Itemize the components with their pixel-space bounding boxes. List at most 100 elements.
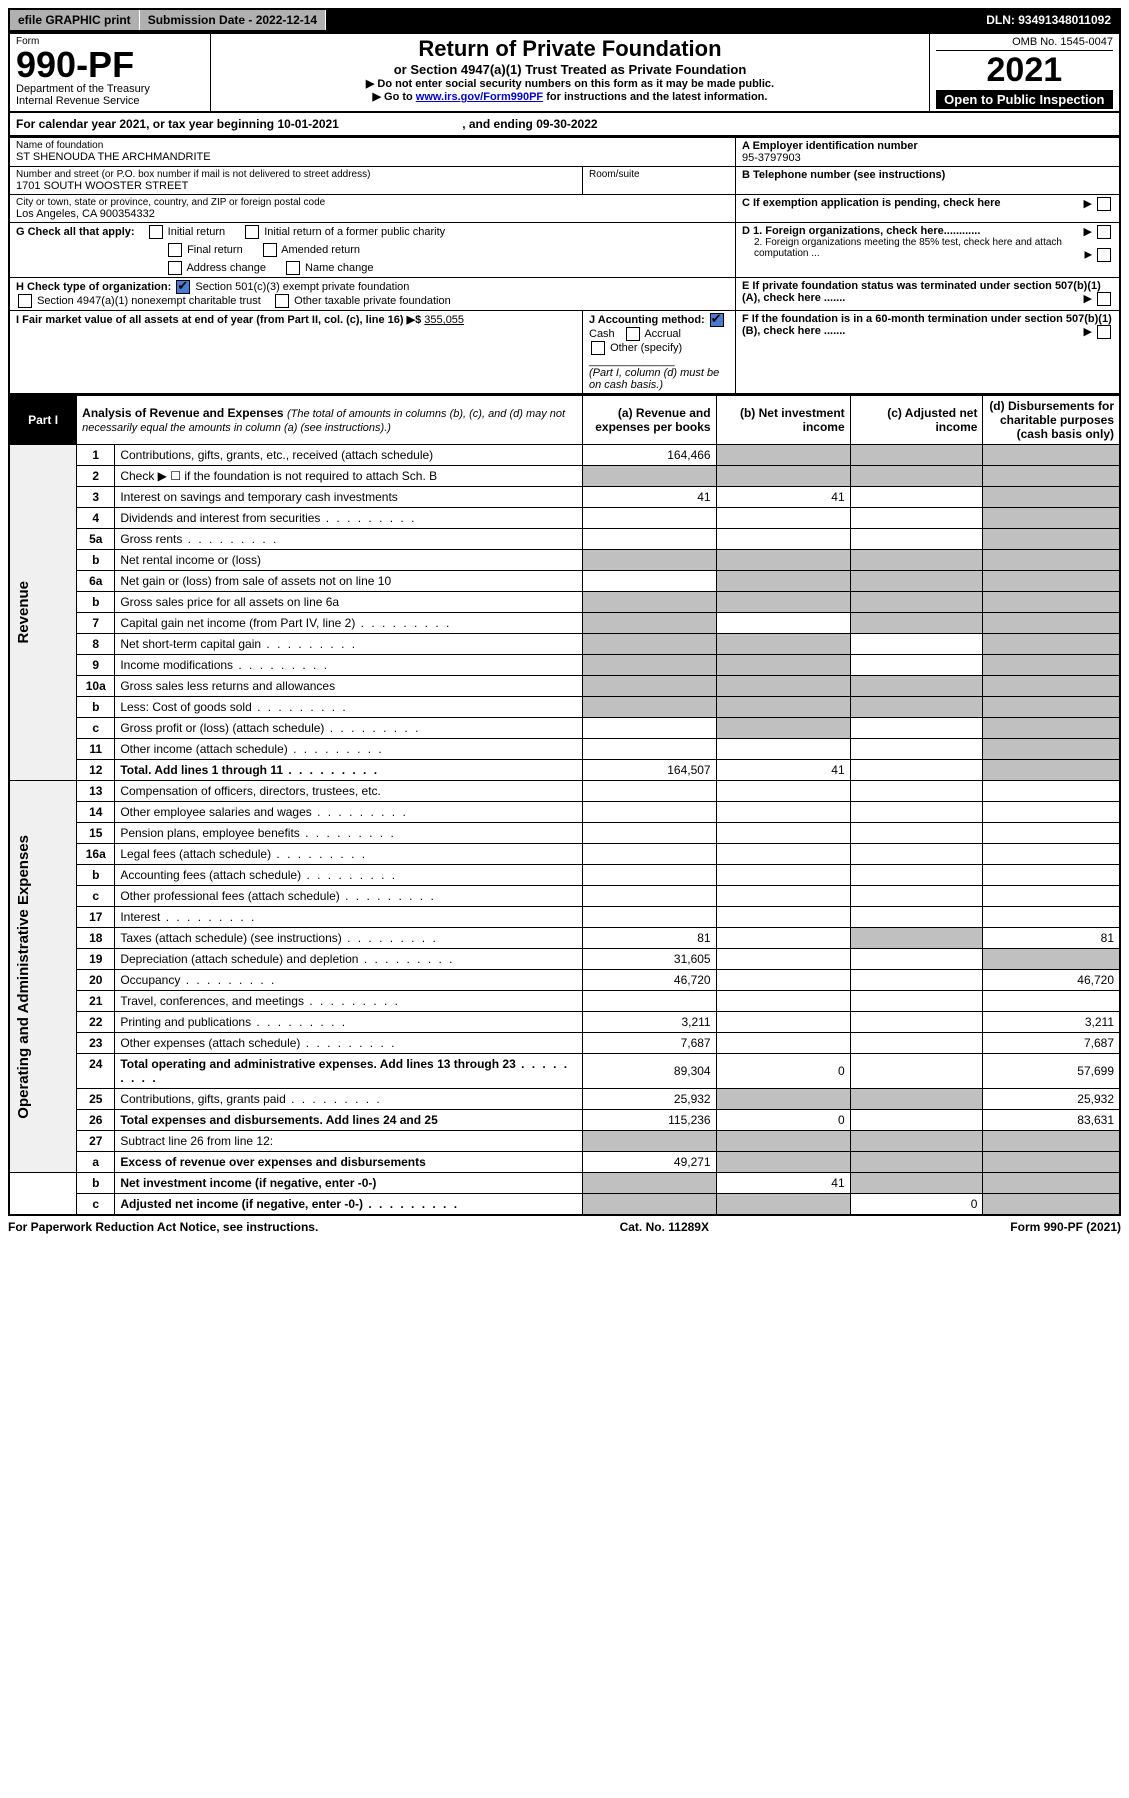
form-number: 990-PF — [16, 47, 204, 83]
g-initial-return-checkbox[interactable] — [149, 225, 163, 239]
table-row: 3 Interest on savings and temporary cash… — [9, 487, 1120, 508]
j-cash-checkbox[interactable] — [710, 313, 724, 327]
cell-d: 57,699 — [983, 1054, 1120, 1089]
city-value: Los Angeles, CA 900354332 — [16, 208, 729, 220]
d1-checkbox[interactable] — [1097, 225, 1111, 239]
e-checkbox[interactable] — [1097, 292, 1111, 306]
j-cash-label: Cash — [589, 328, 615, 340]
line-desc: Total. Add lines 1 through 11 — [115, 760, 583, 781]
line-num: 21 — [77, 991, 115, 1012]
line-desc: Occupancy — [115, 970, 583, 991]
g-amended-checkbox[interactable] — [263, 243, 277, 257]
j-accrual-checkbox[interactable] — [626, 327, 640, 341]
line-num: 3 — [77, 487, 115, 508]
g-address-change-checkbox[interactable] — [168, 261, 182, 275]
c-checkbox[interactable] — [1097, 197, 1111, 211]
cell-a: 89,304 — [583, 1054, 716, 1089]
d2-checkbox[interactable] — [1097, 248, 1111, 262]
note-ssn: Do not enter social security numbers on … — [217, 77, 922, 90]
ein-value: 95-3797903 — [742, 152, 1113, 164]
line-num: 20 — [77, 970, 115, 991]
line-desc: Taxes (attach schedule) (see instruction… — [115, 928, 583, 949]
f-label: F If the foundation is in a 60-month ter… — [742, 313, 1112, 337]
j-note: (Part I, column (d) must be on cash basi… — [589, 367, 719, 391]
top-bar: efile GRAPHIC print Submission Date - 20… — [8, 8, 1121, 32]
part1-title: Analysis of Revenue and Expenses — [82, 406, 283, 420]
cell-a: 3,211 — [583, 1012, 716, 1033]
table-row: aExcess of revenue over expenses and dis… — [9, 1152, 1120, 1173]
g-amended-label: Amended return — [281, 244, 360, 256]
cell-d: 81 — [983, 928, 1120, 949]
g-initial-former-checkbox[interactable] — [245, 225, 259, 239]
f-checkbox[interactable] — [1097, 325, 1111, 339]
table-row: b Gross sales price for all assets on li… — [9, 592, 1120, 613]
footer-mid: Cat. No. 11289X — [620, 1220, 709, 1234]
col-c-header: (c) Adjusted net income — [850, 396, 983, 445]
line-desc: Gross sales less returns and allowances — [115, 676, 583, 697]
line-num: 12 — [77, 760, 115, 781]
table-row: 11 Other income (attach schedule) — [9, 739, 1120, 760]
line-num: 19 — [77, 949, 115, 970]
cal-label-b: , and ending — [462, 117, 536, 131]
open-to-public: Open to Public Inspection — [936, 90, 1113, 109]
h-other-checkbox[interactable] — [275, 294, 289, 308]
line-desc: Other expenses (attach schedule) — [115, 1033, 583, 1054]
line-desc: Income modifications — [115, 655, 583, 676]
line-desc: Contributions, gifts, grants, etc., rece… — [115, 445, 583, 466]
form-title: Return of Private Foundation — [217, 36, 922, 62]
table-row: 2 Check ▶ ☐ if the foundation is not req… — [9, 466, 1120, 487]
table-row: b Net rental income or (loss) — [9, 550, 1120, 571]
part1-label: Part I — [9, 396, 77, 445]
part1-table: Part I Analysis of Revenue and Expenses … — [8, 395, 1121, 1216]
line-num: 25 — [77, 1089, 115, 1110]
omb-number: OMB No. 1545-0047 — [936, 36, 1113, 51]
line-num: 4 — [77, 508, 115, 529]
table-row: 25Contributions, gifts, grants paid25,93… — [9, 1089, 1120, 1110]
cell-d: 83,631 — [983, 1110, 1120, 1131]
line-num: 13 — [77, 781, 115, 802]
note-goto-prefix: Go to — [373, 91, 416, 103]
line-num: c — [77, 718, 115, 739]
cell-b: 0 — [716, 1054, 850, 1089]
line-desc: Interest on savings and temporary cash i… — [115, 487, 583, 508]
table-row: 22Printing and publications3,2113,211 — [9, 1012, 1120, 1033]
cell-d: 25,932 — [983, 1089, 1120, 1110]
line-desc: Other employee salaries and wages — [115, 802, 583, 823]
cal-label-a: For calendar year 2021, or tax year begi… — [16, 117, 277, 131]
j-other-label: Other (specify) — [610, 342, 682, 354]
h-501c3-label: Section 501(c)(3) exempt private foundat… — [195, 281, 409, 293]
form-instructions-link[interactable]: www.irs.gov/Form990PF — [416, 91, 543, 103]
g-final-return-checkbox[interactable] — [168, 243, 182, 257]
table-row: 14Other employee salaries and wages — [9, 802, 1120, 823]
line-num: 18 — [77, 928, 115, 949]
line-num: b — [77, 592, 115, 613]
line-desc: Pension plans, employee benefits — [115, 823, 583, 844]
g-label: G Check all that apply: — [16, 226, 135, 238]
col-d-header: (d) Disbursements for charitable purpose… — [983, 396, 1120, 445]
line-num: 7 — [77, 613, 115, 634]
h-501c3-checkbox[interactable] — [176, 280, 190, 294]
line-desc: Depreciation (attach schedule) and deple… — [115, 949, 583, 970]
j-accrual-label: Accrual — [644, 328, 681, 340]
line-desc: Net short-term capital gain — [115, 634, 583, 655]
line-desc: Accounting fees (attach schedule) — [115, 865, 583, 886]
j-other-checkbox[interactable] — [591, 341, 605, 355]
line-desc: Gross rents — [115, 529, 583, 550]
table-row: cAdjusted net income (if negative, enter… — [9, 1194, 1120, 1216]
line-desc: Compensation of officers, directors, tru… — [115, 781, 583, 802]
g-name-change-label: Name change — [305, 262, 374, 274]
table-row: 20Occupancy46,72046,720 — [9, 970, 1120, 991]
table-row: Revenue 1 Contributions, gifts, grants, … — [9, 445, 1120, 466]
i-label: I Fair market value of all assets at end… — [16, 314, 424, 326]
cell-a: 49,271 — [583, 1152, 716, 1173]
line-desc: Other income (attach schedule) — [115, 739, 583, 760]
page-footer: For Paperwork Reduction Act Notice, see … — [8, 1216, 1121, 1234]
line-desc: Total expenses and disbursements. Add li… — [115, 1110, 583, 1131]
g-initial-former-label: Initial return of a former public charit… — [264, 226, 445, 238]
line-num: b — [77, 865, 115, 886]
h-4947-checkbox[interactable] — [18, 294, 32, 308]
g-name-change-checkbox[interactable] — [286, 261, 300, 275]
table-row: 15Pension plans, employee benefits — [9, 823, 1120, 844]
cal-end: 09-30-2022 — [536, 117, 597, 131]
irs-label: Internal Revenue Service — [16, 95, 204, 107]
